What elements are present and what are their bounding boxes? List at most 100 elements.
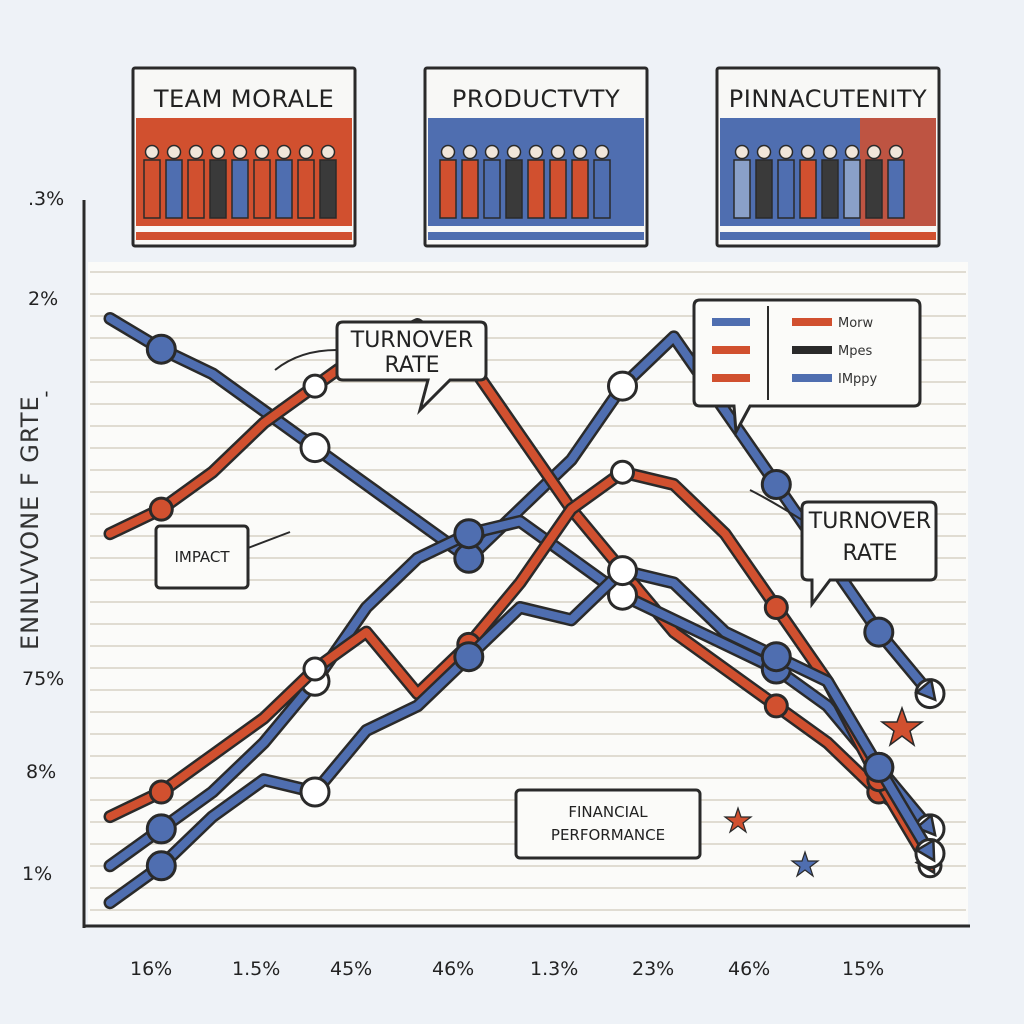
data-point bbox=[302, 656, 328, 682]
person-body bbox=[483, 159, 501, 219]
person-body bbox=[253, 159, 271, 219]
person-head bbox=[866, 144, 882, 160]
person-head bbox=[462, 144, 478, 160]
data-point bbox=[607, 555, 638, 587]
callout-turnover-rate-top: TURNOVER RATE bbox=[274, 320, 488, 416]
person-body bbox=[549, 159, 567, 219]
x-tick-label: 46% bbox=[728, 958, 770, 980]
person-body bbox=[297, 159, 315, 219]
x-tick-labels: 16% 1.5% 45% 46% 1.3% 23% 46% 15% bbox=[130, 958, 884, 980]
person-head bbox=[594, 144, 610, 160]
person-body bbox=[187, 159, 205, 219]
series-line bbox=[106, 468, 934, 870]
person-head bbox=[888, 144, 904, 160]
person-head bbox=[778, 144, 794, 160]
person-head bbox=[276, 144, 292, 160]
callout-text: PERFORMANCE bbox=[551, 826, 665, 844]
panel-title-pinnacutenity: PINNACUTENITY bbox=[729, 85, 927, 113]
data-point bbox=[145, 333, 177, 365]
people-icon bbox=[143, 144, 337, 219]
data-point bbox=[453, 641, 485, 673]
person-body bbox=[505, 159, 523, 219]
y-tick-label: 2% bbox=[28, 288, 58, 310]
callout-text: IMPACT bbox=[174, 548, 230, 566]
legend-entry: Mpes bbox=[838, 344, 872, 359]
callout-financial-performance: FINANCIAL PERFORMANCE bbox=[514, 788, 702, 860]
data-point bbox=[863, 616, 895, 648]
legend-entry: Morw bbox=[838, 316, 874, 331]
data-point bbox=[148, 496, 174, 522]
x-tick-label: 23% bbox=[632, 958, 674, 980]
data-point bbox=[863, 751, 895, 783]
y-tick-labels: .3% 2% ' 75% 8% 1% bbox=[22, 188, 64, 885]
callout-text: RATE bbox=[384, 353, 439, 378]
panel-productivity: PRODUCTVTY bbox=[423, 66, 649, 248]
series-line bbox=[106, 314, 934, 698]
callout-text: FINANCIAL bbox=[568, 803, 648, 821]
panel-team-morale: TEAM MORALE bbox=[131, 66, 357, 248]
legend-entry: IMppy bbox=[838, 372, 878, 387]
person-body bbox=[165, 159, 183, 219]
series-line bbox=[106, 517, 934, 870]
person-head bbox=[144, 144, 160, 160]
panel-pinnacutenity: PINNACUTENITY bbox=[715, 66, 941, 248]
people-icon bbox=[439, 144, 611, 219]
person-head bbox=[320, 144, 336, 160]
people-icon bbox=[733, 144, 905, 219]
data-point bbox=[299, 432, 331, 464]
person-body bbox=[231, 159, 249, 219]
arrow-icon bbox=[914, 838, 936, 863]
x-tick-label: 15% bbox=[842, 958, 884, 980]
data-point bbox=[760, 469, 792, 500]
person-body bbox=[865, 159, 883, 219]
x-tick-label: 1.5% bbox=[232, 958, 280, 980]
callout-text: TURNOVER bbox=[808, 509, 931, 534]
data-point bbox=[299, 776, 331, 808]
legend: Morw Mpes IMppy bbox=[692, 298, 922, 438]
person-head bbox=[232, 144, 248, 160]
data-point bbox=[148, 779, 174, 805]
person-body bbox=[319, 159, 337, 219]
person-head bbox=[822, 144, 838, 160]
person-body bbox=[821, 159, 839, 219]
data-point bbox=[453, 518, 485, 550]
person-body bbox=[593, 159, 611, 219]
person-head bbox=[844, 144, 860, 160]
person-body bbox=[461, 159, 479, 219]
y-tick-label: ' bbox=[44, 388, 49, 410]
x-tick-label: 46% bbox=[432, 958, 474, 980]
person-head bbox=[188, 144, 204, 160]
data-point bbox=[302, 373, 328, 399]
person-head bbox=[756, 144, 772, 160]
legend-swatch bbox=[792, 318, 832, 326]
star-icon bbox=[879, 705, 925, 747]
person-body bbox=[887, 159, 905, 219]
y-tick-label: 8% bbox=[26, 761, 56, 783]
panel-title-productivity: PRODUCTVTY bbox=[452, 85, 620, 113]
y-tick-label: 75% bbox=[22, 668, 64, 690]
legend-swatch bbox=[712, 318, 750, 326]
person-head bbox=[734, 144, 750, 160]
panel-title-team-morale: TEAM MORALE bbox=[153, 85, 334, 113]
star-icon bbox=[723, 806, 753, 834]
person-body bbox=[275, 159, 293, 219]
data-point bbox=[610, 459, 635, 485]
data-point bbox=[607, 370, 638, 402]
series-line bbox=[106, 566, 934, 907]
arrow-icon bbox=[914, 677, 937, 702]
person-body bbox=[209, 159, 227, 219]
x-tick-label: 45% bbox=[330, 958, 372, 980]
legend-swatch bbox=[712, 346, 750, 354]
gridlines bbox=[90, 271, 966, 911]
person-head bbox=[528, 144, 544, 160]
series-line bbox=[106, 320, 934, 833]
person-head bbox=[572, 144, 588, 160]
legend-swatch bbox=[712, 374, 750, 382]
callout-turnover-rate-right: TURNOVER RATE bbox=[749, 489, 938, 609]
person-head bbox=[166, 144, 182, 160]
y-tick-label: .3% bbox=[28, 188, 64, 210]
legend-swatch bbox=[792, 346, 832, 354]
person-body bbox=[755, 159, 773, 219]
person-head bbox=[484, 144, 500, 160]
